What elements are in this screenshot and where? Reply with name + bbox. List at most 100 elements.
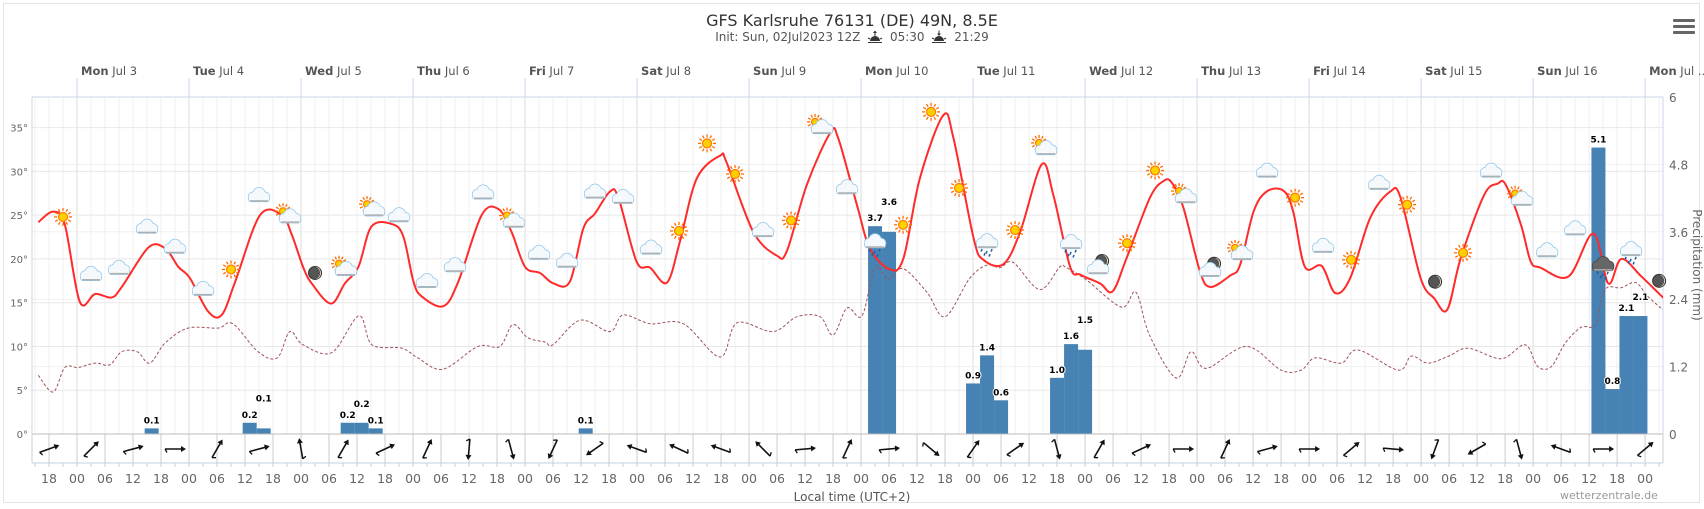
sun-ray xyxy=(961,192,965,197)
wind-arrow-icon xyxy=(422,439,433,459)
cloud-icon xyxy=(527,244,551,260)
day-name: Fri xyxy=(1313,64,1330,78)
sun-disc xyxy=(1401,199,1413,210)
rain-drop xyxy=(1599,275,1602,279)
wind-arrow-shaft xyxy=(713,445,731,454)
sun-ray xyxy=(954,192,957,197)
sun-ray xyxy=(1171,186,1176,190)
sun-ray xyxy=(54,211,59,215)
wind-arrow-head xyxy=(264,444,270,451)
time-tick-label: 06 xyxy=(657,471,673,486)
sunrise-time: 05:30 xyxy=(889,30,925,44)
wind-arrow-icon xyxy=(710,444,732,454)
sun-ray xyxy=(905,229,909,233)
wind-arrow-shaft xyxy=(1257,446,1276,453)
partly-cloudy-icon xyxy=(807,113,834,135)
cloud-icon xyxy=(163,238,187,254)
sun-ray xyxy=(701,148,705,152)
wind-arrow-icon xyxy=(1298,446,1321,453)
sun-disc xyxy=(701,138,713,149)
day-name: Fri xyxy=(529,64,546,78)
credit-link[interactable]: wetterzentrale.de xyxy=(1560,489,1658,502)
sun-ray xyxy=(894,219,899,223)
wind-arrow-icon xyxy=(586,440,604,456)
day-date: Jul 16 xyxy=(1562,64,1598,78)
wind-barb xyxy=(1172,448,1176,453)
y-left-tick-label: 30° xyxy=(10,167,28,178)
sun-ray xyxy=(935,106,940,110)
y-right-axis-title: Precipitation (mm) xyxy=(1690,209,1704,321)
sun-ray xyxy=(1510,186,1514,190)
moon-disc xyxy=(308,265,323,280)
cloud-icon xyxy=(247,187,271,203)
time-tick-label: 12 xyxy=(1133,471,1149,486)
time-tick-label: 06 xyxy=(1217,471,1233,486)
precipitation-label: 0.9 xyxy=(965,371,981,381)
cloud-icon xyxy=(751,222,775,238)
wind-arrow-icon xyxy=(1430,438,1440,460)
y-right-tick-label: 0 xyxy=(1669,428,1677,442)
dew-point-line xyxy=(37,261,1663,393)
rain-drop xyxy=(983,252,986,256)
wind-arrow-head xyxy=(426,439,433,445)
wind-barb xyxy=(39,451,44,456)
sun-ray xyxy=(935,114,940,117)
precipitation-bar xyxy=(980,355,995,434)
precipitation-label: 1.6 xyxy=(1063,332,1079,342)
wind-barb xyxy=(1481,441,1487,445)
time-tick-label: 00 xyxy=(1413,471,1429,486)
x-axis-title: Local time (UTC+2) xyxy=(793,490,911,504)
sun-ray xyxy=(709,148,713,152)
sun-icon xyxy=(726,165,745,184)
wind-arrow-icon xyxy=(878,445,901,454)
sun-ray xyxy=(782,222,787,226)
hamburger-menu-icon[interactable] xyxy=(1673,17,1695,35)
precipitation-bar xyxy=(144,428,159,434)
y-left-tick-label: 25° xyxy=(10,211,28,222)
time-tick-label: 18 xyxy=(1273,471,1289,486)
sun-ray xyxy=(331,259,336,262)
wind-barb xyxy=(375,452,380,457)
sun-ray xyxy=(793,212,797,216)
rain-cloud-icon xyxy=(1619,241,1643,265)
wind-arrow-head xyxy=(933,450,940,457)
moon-icon xyxy=(1428,274,1443,289)
wind-arrow-shaft xyxy=(39,445,57,454)
sun-ray xyxy=(343,259,347,262)
sun-ray xyxy=(1398,199,1403,203)
day-label: Wed Jul 12 xyxy=(1089,64,1153,78)
day-date: Jul 11 xyxy=(1000,64,1036,78)
wind-arrow-shaft xyxy=(1383,447,1402,451)
sun-icon xyxy=(894,215,913,234)
time-tick-label: 12 xyxy=(349,471,365,486)
wind-arrow-shaft xyxy=(1342,443,1358,457)
sun-ray xyxy=(1129,235,1133,239)
sun-ray xyxy=(673,235,677,240)
day-date: Jul 15 xyxy=(1447,64,1483,78)
wind-barb xyxy=(687,449,689,454)
sun-ray xyxy=(67,211,72,215)
sun-ray xyxy=(897,229,901,233)
wind-barb xyxy=(729,448,732,453)
sun-ray xyxy=(1465,244,1469,248)
time-tick-label: 18 xyxy=(41,471,57,486)
wind-arrow-head xyxy=(93,441,99,447)
wind-arrow-icon xyxy=(1467,441,1487,455)
chart-subtitle: Init: Sun, 02Jul2023 12Z 05:30 21:29 xyxy=(0,30,1704,44)
sun-disc xyxy=(925,106,937,117)
sun-ray xyxy=(709,135,713,139)
sun-ray xyxy=(1034,135,1038,139)
wind-arrow-head xyxy=(1398,446,1405,453)
wind-arrow-shaft xyxy=(1636,443,1652,457)
sun-icon xyxy=(670,221,689,240)
time-tick-label: 00 xyxy=(853,471,869,486)
wind-arrow-icon xyxy=(1093,439,1105,459)
wind-arrow-icon xyxy=(1513,438,1524,460)
wind-arrow-head xyxy=(810,445,817,452)
wind-arrow-shaft xyxy=(795,447,814,451)
sun-ray xyxy=(1171,192,1176,196)
day-label: Sun Jul 9 xyxy=(753,64,806,78)
sun-ray xyxy=(683,225,688,229)
wind-barb xyxy=(1131,452,1136,457)
